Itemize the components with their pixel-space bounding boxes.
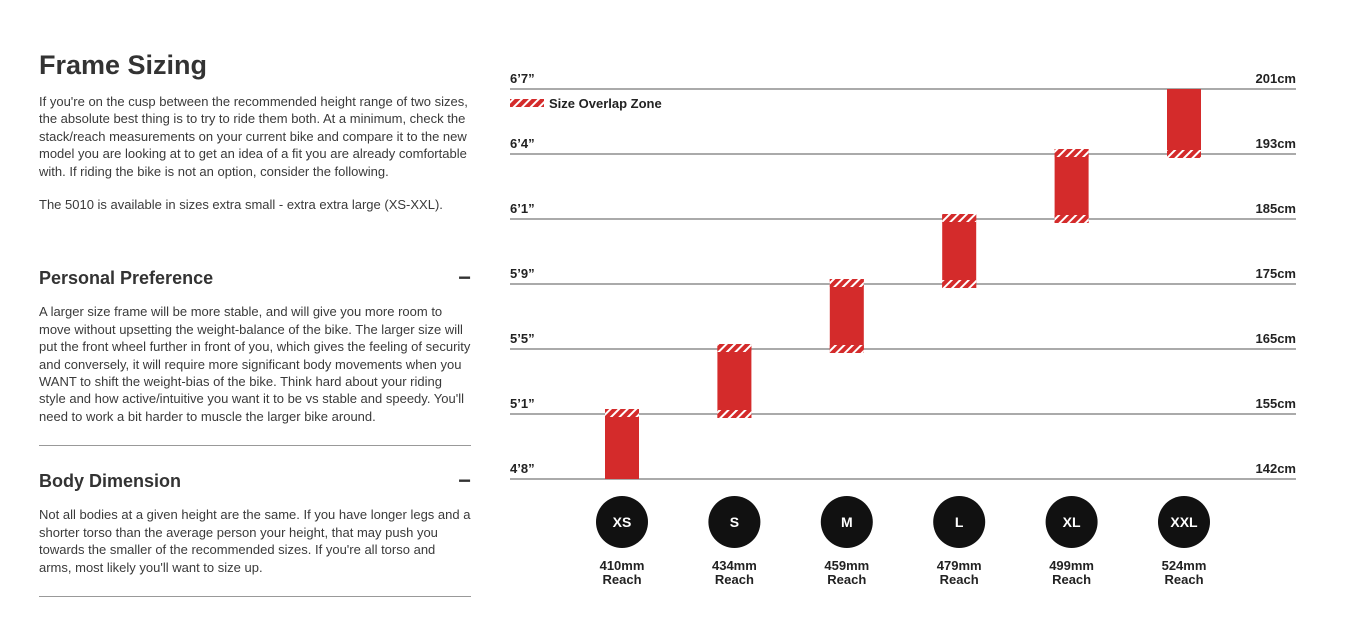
size-badge — [933, 496, 986, 548]
legend-swatch — [510, 99, 544, 107]
reach-value: 410mm — [600, 558, 645, 573]
overlap-zone — [605, 409, 639, 417]
size-label: XS — [613, 514, 632, 530]
overlap-zone — [942, 214, 977, 222]
size-badge — [1045, 496, 1098, 548]
reach-label: Reach — [827, 572, 866, 587]
section-title: Personal Preference — [39, 267, 214, 288]
imperial-label: 5’1” — [510, 396, 535, 411]
reach-value: 434mm — [712, 558, 757, 573]
reach-value: 524mm — [1162, 558, 1207, 573]
metric-label: 193cm — [1256, 136, 1296, 151]
page-title: Frame Sizing — [39, 50, 208, 80]
metric-label: 142cm — [1256, 461, 1296, 476]
reach-value: 499mm — [1049, 558, 1094, 573]
metric-label: 175cm — [1256, 266, 1296, 281]
size-label: S — [730, 514, 739, 530]
imperial-label: 5’5” — [510, 331, 535, 346]
size-badge — [820, 496, 873, 548]
size-label: M — [841, 514, 853, 530]
paragraph: If you're on the cusp between the recomm… — [39, 94, 468, 179]
reach-label: Reach — [1052, 572, 1091, 587]
accordion-header[interactable]: Body Dimension − — [39, 468, 471, 494]
size-badge — [1158, 496, 1210, 548]
metric-label: 201cm — [1256, 71, 1296, 86]
accordion-section: Personal Preference − A larger size frame… — [39, 243, 471, 447]
imperial-label: 6’4” — [510, 136, 535, 151]
accordion-header[interactable]: Personal Preference − — [39, 265, 471, 291]
size-label: XL — [1063, 514, 1081, 530]
size-range-bar — [1054, 149, 1089, 223]
imperial-label: 6’7” — [510, 71, 535, 86]
size-badge — [708, 496, 761, 548]
size-range-bar — [829, 279, 864, 353]
size-range-bar — [717, 344, 752, 418]
overlap-zone — [717, 410, 752, 418]
imperial-label: 6’1” — [510, 201, 535, 216]
size-label: XXL — [1170, 514, 1198, 530]
overlap-zone — [829, 345, 864, 353]
overlap-zone — [717, 344, 752, 352]
overlap-zone — [942, 280, 977, 288]
overlap-zone — [1054, 215, 1089, 223]
reach-label: Reach — [940, 572, 979, 587]
toggle[interactable]: − — [458, 265, 471, 291]
overlap-zone — [1167, 150, 1201, 158]
imperial-label: 4’8” — [510, 461, 535, 476]
reach-label: Reach — [715, 572, 754, 587]
metric-label: 185cm — [1256, 201, 1296, 216]
reach-label: Reach — [602, 572, 641, 587]
size-label: L — [955, 514, 964, 530]
reach-value: 479mm — [937, 558, 982, 573]
size-range-bar — [942, 214, 977, 288]
paragraph: The 5010 is available in sizes extra sma… — [39, 197, 443, 213]
section-body: A larger size frame will be more stable,… — [39, 304, 471, 424]
reach-value: 459mm — [824, 558, 869, 573]
size-badge — [596, 496, 648, 548]
metric-label: 155cm — [1256, 396, 1296, 411]
section-body: Not all bodies at a given height are the… — [39, 507, 471, 575]
section-title: Body Dimension — [39, 470, 182, 491]
info-column: Frame Sizing If you're on the cusp betwe… — [39, 50, 471, 597]
overlap-zone — [829, 279, 864, 287]
legend-label: Size Overlap Zone — [549, 96, 662, 111]
reach-label: Reach — [1164, 572, 1203, 587]
accordion-section: Body Dimension − Not all bodies at a give… — [39, 446, 471, 597]
metric-label: 165cm — [1256, 331, 1296, 346]
imperial-label: 5’9” — [510, 266, 535, 281]
toggle[interactable]: − — [458, 468, 471, 494]
overlap-zone — [1054, 149, 1089, 157]
size-range-bar — [1167, 89, 1201, 158]
size-range-bar — [605, 409, 639, 479]
